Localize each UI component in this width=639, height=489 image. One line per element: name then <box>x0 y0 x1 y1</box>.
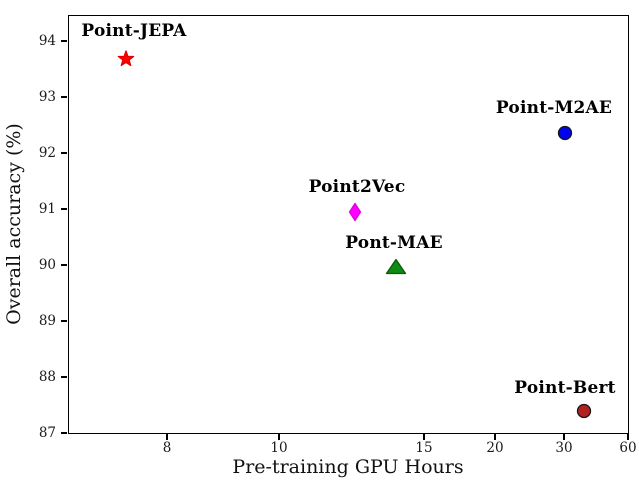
annotation-point-jepa: Point-JEPA <box>81 21 187 41</box>
y-tick-label: 93 <box>38 89 56 105</box>
y-tick-mark <box>61 320 67 322</box>
x-tick-label: 15 <box>415 440 433 456</box>
y-tick-mark <box>61 40 67 42</box>
y-axis-title: Overall accuracy (%) <box>3 123 25 325</box>
plot-area <box>68 15 629 434</box>
marker-point-jepa <box>117 50 135 67</box>
x-tick-mark <box>278 434 280 440</box>
x-tick-mark <box>494 434 496 440</box>
y-tick-label: 92 <box>38 145 56 161</box>
x-tick-mark <box>627 434 629 440</box>
x-tick-label: 10 <box>270 440 288 456</box>
y-tick-mark <box>61 208 67 210</box>
y-tick-label: 91 <box>38 201 56 217</box>
annotation-point-bert: Point-Bert <box>514 378 616 398</box>
annotation-point-m2ae: Point-M2AE <box>495 98 613 118</box>
y-tick-mark <box>61 152 67 154</box>
y-tick-label: 89 <box>38 313 56 329</box>
marker-point2vec <box>348 202 362 222</box>
annotation-point2vec: Point2Vec <box>308 177 406 197</box>
marker-point-m2ae <box>557 125 573 141</box>
y-tick-mark <box>61 264 67 266</box>
x-tick-mark <box>166 434 168 440</box>
y-tick-label: 90 <box>38 257 56 273</box>
y-tick-mark <box>61 432 67 434</box>
y-tick-mark <box>61 376 67 378</box>
annotation-pont-mae: Pont-MAE <box>345 233 443 253</box>
x-tick-mark <box>423 434 425 440</box>
y-tick-mark <box>61 96 67 98</box>
y-tick-label: 87 <box>38 425 56 441</box>
marker-point-bert <box>576 403 592 419</box>
y-tick-label: 94 <box>38 33 56 49</box>
x-tick-label: 8 <box>162 440 172 456</box>
x-tick-mark <box>563 434 565 440</box>
marker-pont-mae <box>385 258 407 275</box>
x-tick-label: 60 <box>619 440 637 456</box>
y-tick-label: 88 <box>38 369 56 385</box>
x-tick-label: 30 <box>555 440 573 456</box>
x-axis-title: Pre-training GPU Hours <box>232 456 464 478</box>
x-tick-label: 20 <box>486 440 504 456</box>
